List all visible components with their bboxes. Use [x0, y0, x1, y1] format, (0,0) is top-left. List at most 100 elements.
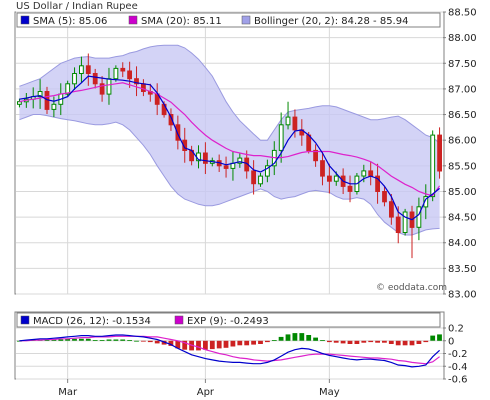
candle — [127, 61, 132, 88]
candle — [423, 184, 429, 220]
bollinger-upper-line — [19, 44, 440, 144]
macd-legend-label: MACD (26, 12): -0.1534 — [33, 316, 151, 327]
candle — [382, 186, 387, 207]
candle-body — [237, 157, 243, 164]
macd-y-tick-label: -0.4 — [448, 362, 468, 373]
macd-hist-bar — [285, 334, 291, 341]
candle-body — [313, 149, 319, 162]
macd-hist-bar — [216, 340, 222, 349]
macd-hist-bar — [237, 340, 243, 346]
candle-body — [99, 83, 105, 95]
candle — [113, 65, 119, 82]
candle — [79, 56, 84, 83]
macd-hist-bar — [65, 338, 70, 341]
candles — [17, 53, 443, 259]
candle — [292, 109, 298, 138]
candle — [278, 112, 284, 163]
candle-body — [320, 160, 325, 177]
macd-legend-swatch — [20, 315, 30, 325]
macd-hist-bar — [409, 340, 415, 346]
macd-hist-bar — [306, 335, 312, 341]
macd-hist-bar — [382, 340, 387, 343]
candle — [389, 194, 394, 225]
macd-hist-bar — [258, 340, 263, 344]
candle-body — [375, 175, 381, 193]
macd-hist-bar — [203, 340, 208, 350]
candle — [375, 163, 381, 204]
macd-hist-bar — [430, 335, 436, 341]
macd-hist-bar — [134, 340, 139, 342]
macd-hist-bar — [299, 333, 305, 341]
macd-hist-bar — [182, 340, 188, 350]
y-tick-label: 88.50 — [448, 8, 477, 19]
macd-hist-bar — [168, 340, 174, 346]
macd-hist-bar — [327, 340, 332, 343]
macd-hist-bar — [368, 340, 374, 343]
candle — [237, 153, 243, 168]
macd-hist-bar — [388, 340, 394, 344]
macd-hist-bar — [271, 340, 277, 341]
candle-body — [17, 101, 22, 105]
x-axis-ticks: Mar Apr May — [58, 379, 340, 398]
candle-body — [79, 65, 84, 75]
macd-hist-bar — [113, 339, 119, 341]
candle-body — [327, 175, 332, 182]
candle — [251, 160, 256, 195]
candle-body — [72, 73, 77, 85]
macd-hist-bar — [354, 340, 360, 344]
macd-histogram — [17, 333, 442, 351]
candle — [92, 68, 98, 89]
macd-hist-bar — [106, 339, 112, 341]
macd-hist-bar — [196, 340, 201, 351]
candle-body — [113, 67, 119, 80]
macd-hist-bar — [292, 333, 298, 341]
x-tick-label: Apr — [197, 387, 215, 398]
y-tick-label: 86.00 — [448, 136, 477, 147]
chart-title: US Dollar / Indian Rupee — [16, 1, 138, 12]
candle-body — [292, 116, 298, 131]
macd-hist-bar — [251, 340, 256, 345]
y-tick-label: 84.00 — [448, 238, 477, 249]
sma5-line — [19, 75, 440, 221]
macd-hist-bar — [278, 336, 284, 341]
candle — [175, 115, 181, 150]
candle — [203, 142, 208, 175]
legend-swatch — [241, 15, 251, 25]
candle — [134, 66, 139, 97]
macd-hist-bar — [127, 340, 132, 341]
candle-body — [430, 134, 436, 198]
bollinger-band — [19, 44, 440, 236]
candle — [320, 151, 325, 186]
candle-body — [361, 170, 367, 177]
candle — [99, 76, 105, 102]
macd-hist-bar — [79, 338, 84, 341]
macd-hist-bar — [51, 339, 57, 341]
macd-legend-label: EXP (9): -0.2493 — [187, 316, 269, 327]
y-tick-label: 86.50 — [448, 110, 477, 121]
macd-hist-bar — [209, 340, 215, 350]
candle-body — [203, 152, 208, 164]
candle-body — [141, 83, 146, 93]
macd-lines — [19, 334, 441, 368]
candle-body — [265, 165, 270, 177]
candle — [37, 79, 43, 109]
y-tick-label: 85.50 — [448, 161, 477, 172]
macd-line — [19, 334, 441, 368]
exp-line — [19, 335, 440, 365]
y-tick-label: 85.00 — [448, 187, 477, 198]
y-tick-label: 87.50 — [448, 59, 477, 70]
macd-hist-bar — [244, 340, 250, 346]
macd-hist-bar — [437, 334, 442, 341]
sma20-line — [19, 82, 441, 197]
candle-body — [51, 103, 57, 110]
macd-hist-bar — [92, 340, 98, 341]
y-tick-label: 84.50 — [448, 213, 477, 224]
macd-hist-bar — [120, 339, 126, 341]
candle-body — [395, 216, 401, 234]
candle — [168, 108, 174, 131]
macd-hist-bar — [333, 340, 339, 343]
watermark: © eoddata.com — [376, 283, 447, 293]
legend-label: SMA (5): 85.06 — [33, 16, 107, 27]
macd-y-tick-label: -0.6 — [448, 375, 468, 386]
